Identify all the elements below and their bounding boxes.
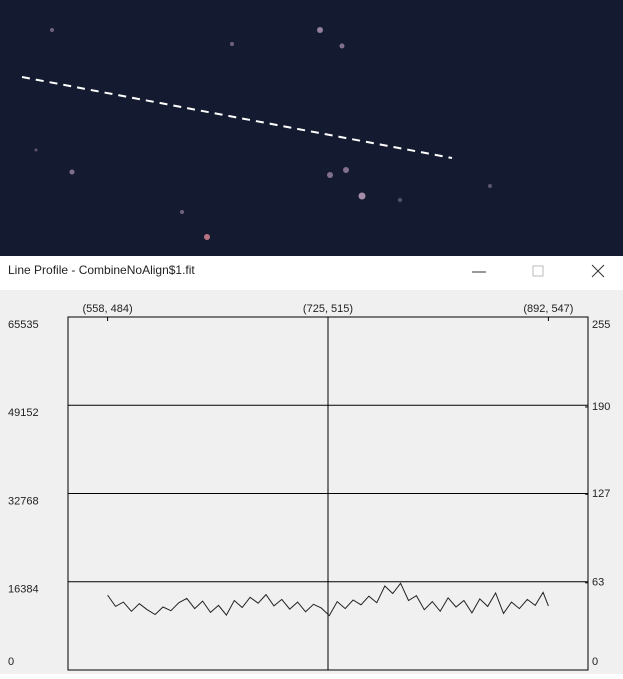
x-tick-label: (558, 484) (83, 303, 133, 315)
y-tick-label: 32768 (8, 495, 39, 507)
y2-tick-label: 255 (592, 319, 610, 331)
y2-tick-label: 63 (592, 577, 604, 589)
page: Line Profile - CombineNoAlign$1.fit 0 163… (0, 0, 623, 674)
y2-tick-label: 127 (592, 488, 610, 500)
y2-tick-label: 190 (592, 401, 610, 413)
y-tick-label: 16384 (8, 584, 39, 596)
chart-area (0, 290, 623, 674)
window-title: Line Profile - CombineNoAlign$1.fit (8, 263, 195, 277)
y-tick-label: 49152 (8, 407, 39, 419)
y2-tick-label: 0 (592, 656, 598, 668)
image-view (0, 0, 623, 256)
x-tick-label: (892, 547) (523, 303, 573, 315)
screen: Line Profile - CombineNoAlign$1.fit 0 163… (0, 0, 623, 674)
x-tick-label: (725, 515) (303, 303, 353, 315)
y-tick-label: 65535 (8, 319, 39, 331)
y-tick-label: 0 (8, 656, 14, 668)
